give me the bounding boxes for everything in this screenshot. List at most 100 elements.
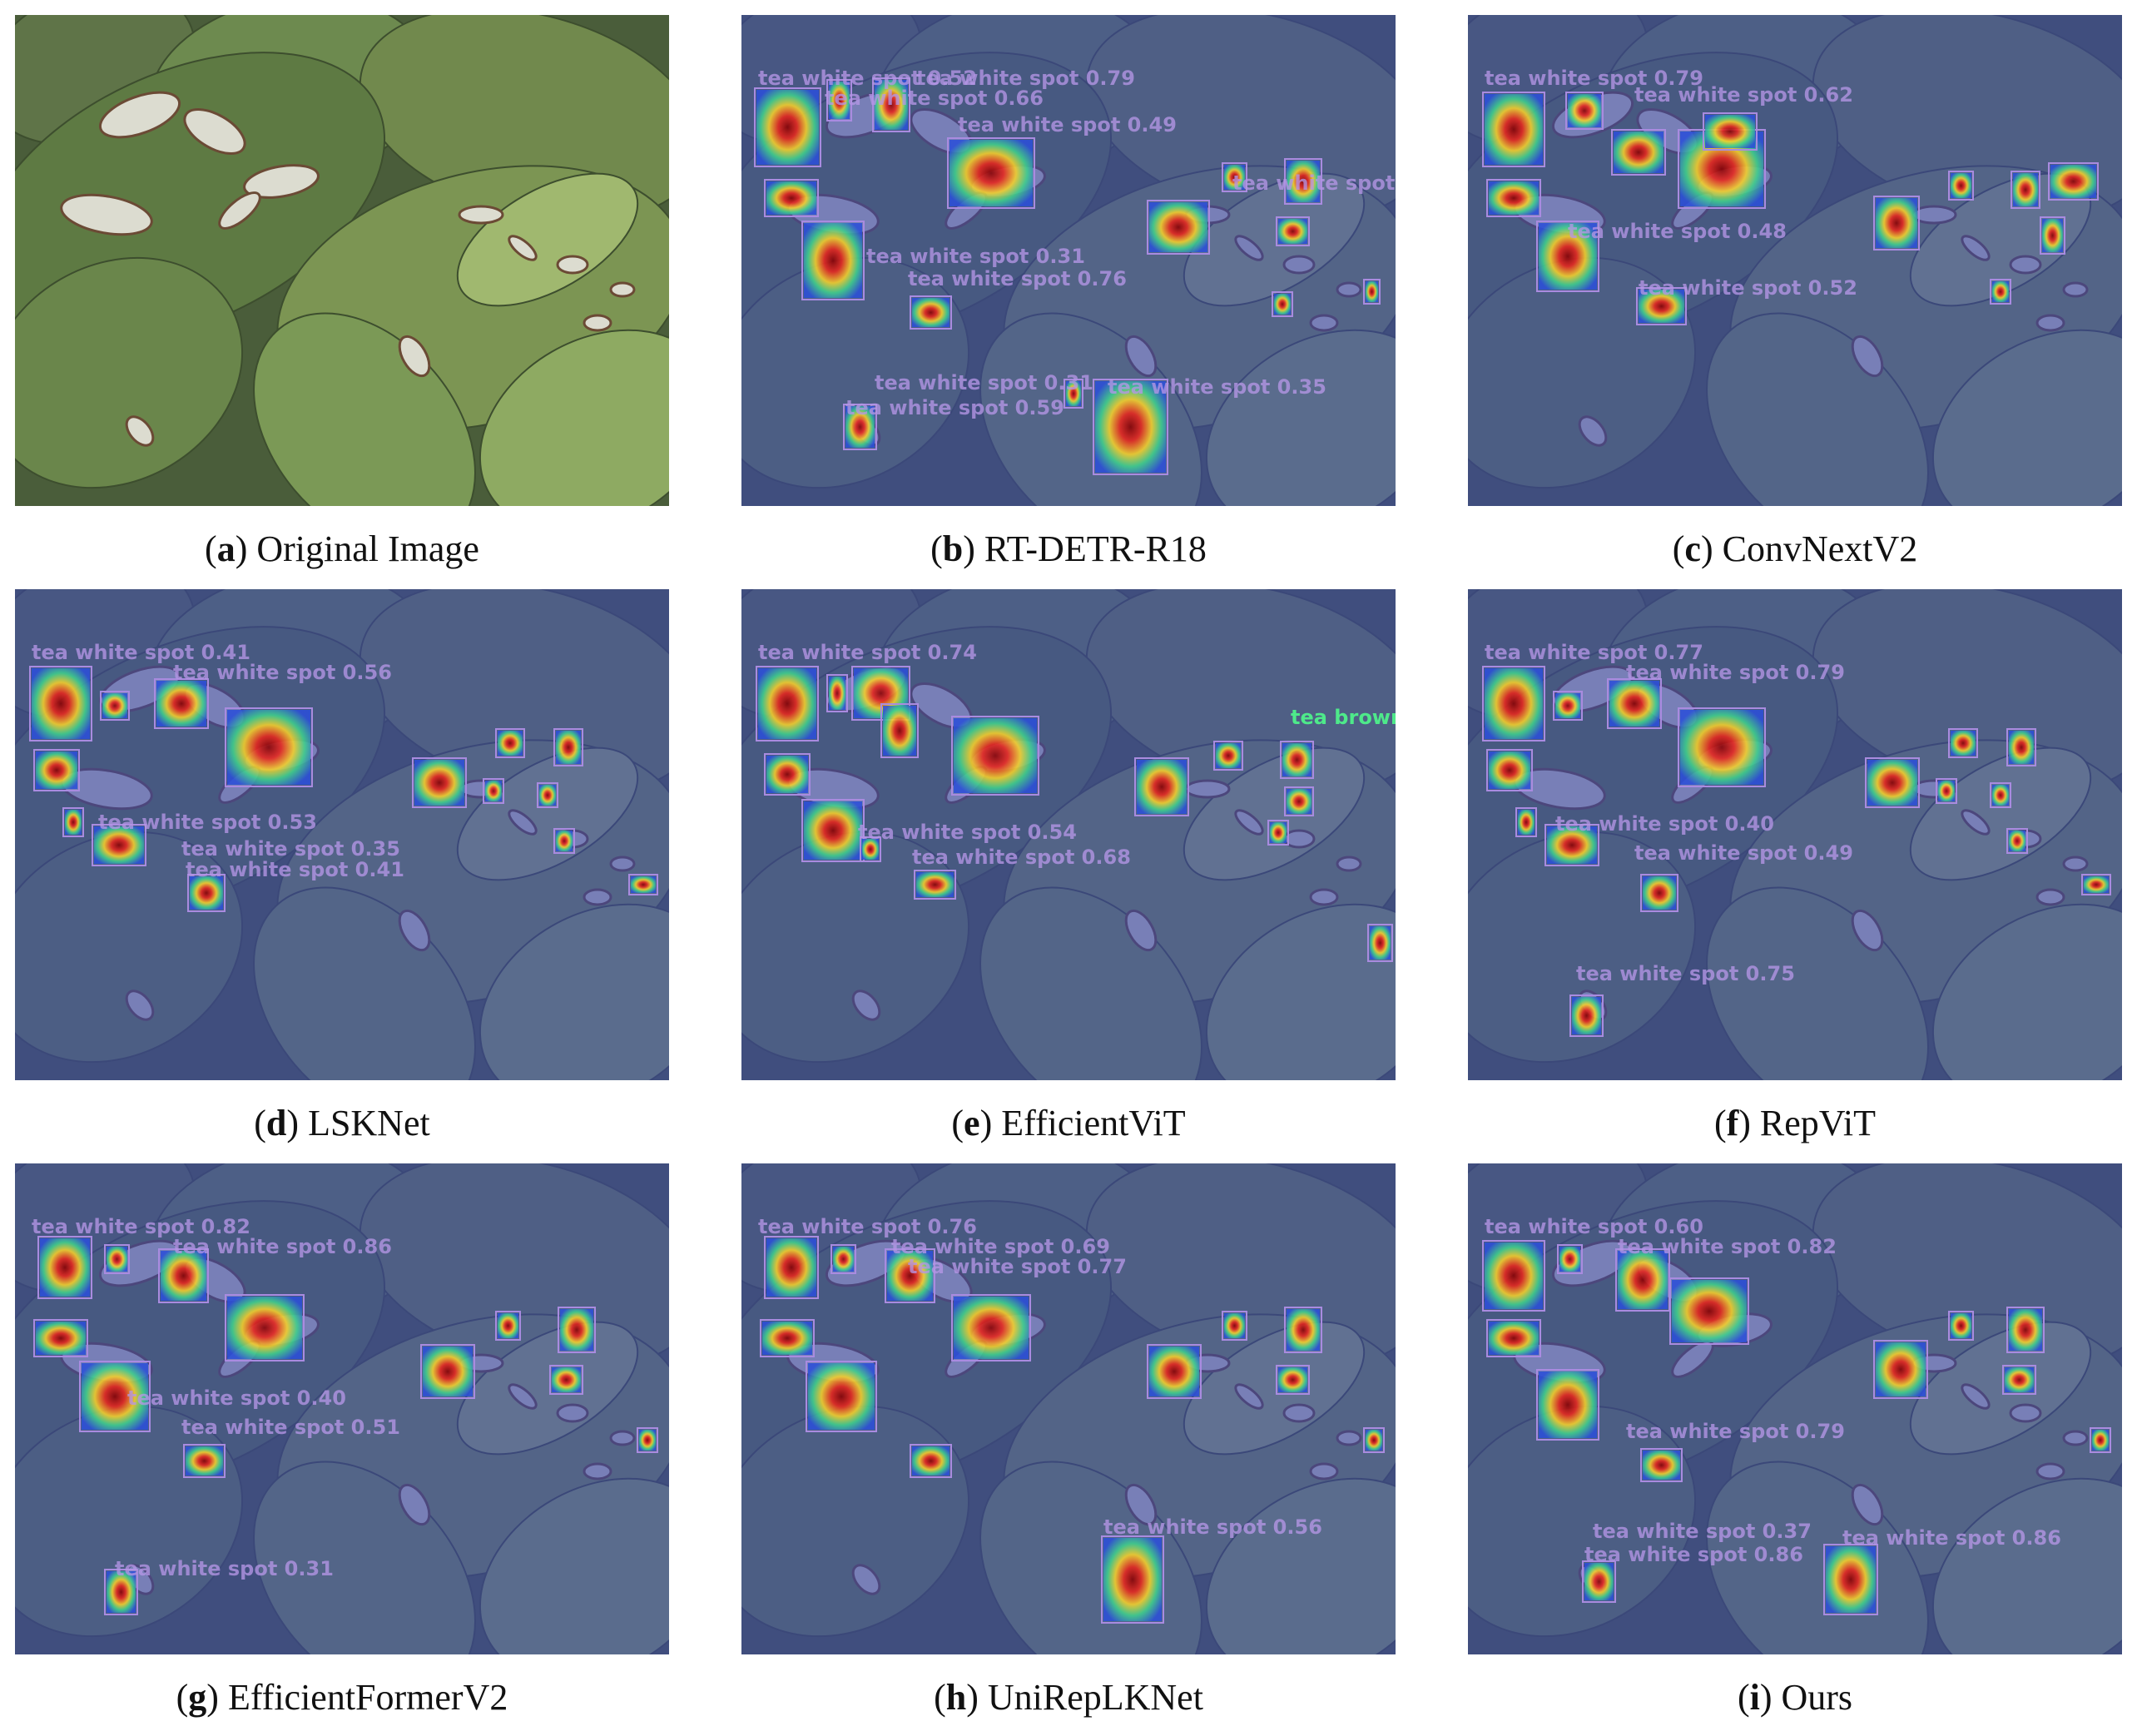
panel-f-image: tea white spot 0.77 tea white spot 0.79 te… xyxy=(1468,589,2122,1080)
heat-region xyxy=(107,1571,136,1613)
heat-region xyxy=(762,1322,812,1355)
detection-box xyxy=(183,1444,226,1478)
heat-region xyxy=(1951,1313,1971,1338)
detection-box xyxy=(1611,129,1666,176)
detection-label: tea white spot 0.69 xyxy=(891,1235,1110,1258)
heat-region xyxy=(639,1430,656,1451)
panel-i-image: tea white spot 0.60 tea white spot 0.82 te… xyxy=(1468,1163,2122,1654)
detection-label: tea white spot 0.49 xyxy=(958,113,1177,136)
detection-label: tea white spot 0.86 xyxy=(173,1235,392,1258)
heat-region xyxy=(2092,1430,2109,1451)
detection-label: tea white spot 0.77 xyxy=(908,1255,1127,1278)
detection-box xyxy=(2006,828,2028,854)
leaf-shape xyxy=(478,329,669,506)
detection-box xyxy=(1557,1244,1583,1274)
heat-region xyxy=(94,826,144,864)
heat-region xyxy=(1568,94,1601,127)
panel-g-image: tea white spot 0.82 tea white spot 0.86 te… xyxy=(15,1163,669,1654)
heat-region xyxy=(833,1247,854,1272)
detection-label: tea white spot 0.49 xyxy=(1634,841,1853,865)
heat-region xyxy=(485,781,502,801)
detection-box xyxy=(483,778,504,804)
heat-region xyxy=(1485,668,1543,739)
heat-region xyxy=(808,1363,875,1430)
detection-box xyxy=(1284,786,1314,816)
heat-region xyxy=(1705,115,1755,148)
detection-label: tea white spot 0.53 xyxy=(98,811,317,834)
heat-region xyxy=(1867,760,1917,806)
heat-region xyxy=(36,751,77,789)
heat-region xyxy=(1938,781,1955,801)
detection-box xyxy=(2090,1427,2111,1453)
heat-region xyxy=(1539,1371,1597,1438)
detection-box xyxy=(495,1311,521,1341)
panel-h-image: tea white spot 0.76 tea white spot 0.69 te… xyxy=(741,1163,1396,1654)
detection-label: tea white spot 0.74 xyxy=(758,641,977,664)
panel-c-caption: (c) ConvNextV2 xyxy=(1672,528,1918,569)
heat-region xyxy=(423,1347,473,1396)
detection-label: tea white spot 0.31 xyxy=(115,1557,334,1580)
detection-box xyxy=(104,1569,138,1615)
detection-label: tea white spot 0.35 xyxy=(181,837,400,861)
heat-region xyxy=(804,801,862,860)
detection-label: tea white spot 0.48 xyxy=(1568,220,1787,243)
heat-region xyxy=(190,876,223,910)
detection-box xyxy=(2006,1307,2045,1353)
detection-box xyxy=(1064,379,1083,409)
detection-box xyxy=(158,1248,209,1303)
detection-box xyxy=(2002,1365,2036,1395)
heat-region xyxy=(498,1313,518,1338)
detection-box xyxy=(947,137,1035,209)
heat-region xyxy=(1680,710,1763,785)
detection-box xyxy=(549,1365,583,1395)
detection-label: tea white spot 0.31 xyxy=(866,245,1085,268)
detection-box xyxy=(1276,216,1310,246)
heat-region xyxy=(36,1322,86,1355)
detection-box xyxy=(1536,1369,1599,1441)
detection-box xyxy=(764,179,819,217)
lesion-spot xyxy=(125,415,155,447)
heat-region xyxy=(156,681,206,727)
detection-box xyxy=(826,674,848,712)
lesion-spot xyxy=(60,193,153,236)
heat-region xyxy=(1489,751,1530,789)
detection-label: tea white spot 0.76 xyxy=(908,267,1127,290)
heat-region xyxy=(1224,165,1245,190)
detection-box xyxy=(1536,221,1599,292)
detection-box xyxy=(1544,824,1599,866)
detection-box xyxy=(1284,1307,1322,1353)
heat-region xyxy=(1278,219,1307,244)
detection-box xyxy=(1640,874,1678,912)
detection-label: tea white spot 0.31 xyxy=(875,371,1093,394)
heat-region xyxy=(1876,1342,1926,1396)
leaf-shape xyxy=(15,256,244,489)
heat-region xyxy=(414,760,464,806)
detection-box xyxy=(1222,1311,1247,1341)
panel-d-caption: (d) LSKNet xyxy=(254,1103,430,1143)
detection-box xyxy=(801,799,865,862)
detection-label: tea white spot 0.52 xyxy=(1639,276,1857,300)
detection-box xyxy=(1948,1311,1974,1341)
heat-region xyxy=(1137,760,1187,814)
detection-box xyxy=(104,1244,130,1274)
detection-box xyxy=(1948,728,1978,758)
lesion-spot xyxy=(508,235,538,261)
detection-label: tea white spot 0.59 xyxy=(845,396,1064,419)
detection-box xyxy=(2006,728,2036,766)
detection-box xyxy=(495,728,525,758)
heat-region xyxy=(1278,1367,1307,1392)
detection-box xyxy=(1873,1340,1928,1399)
lesion-spot xyxy=(398,335,431,378)
detection-box xyxy=(1284,158,1322,205)
detection-box xyxy=(1936,778,1957,804)
heat-region xyxy=(916,872,954,897)
detection-box xyxy=(1276,1365,1310,1395)
detection-box xyxy=(1553,691,1583,721)
heat-region xyxy=(1539,223,1597,290)
heat-region xyxy=(887,1251,933,1301)
detection-box xyxy=(754,87,821,167)
detection-box xyxy=(1873,196,1920,250)
heat-region xyxy=(65,810,82,835)
